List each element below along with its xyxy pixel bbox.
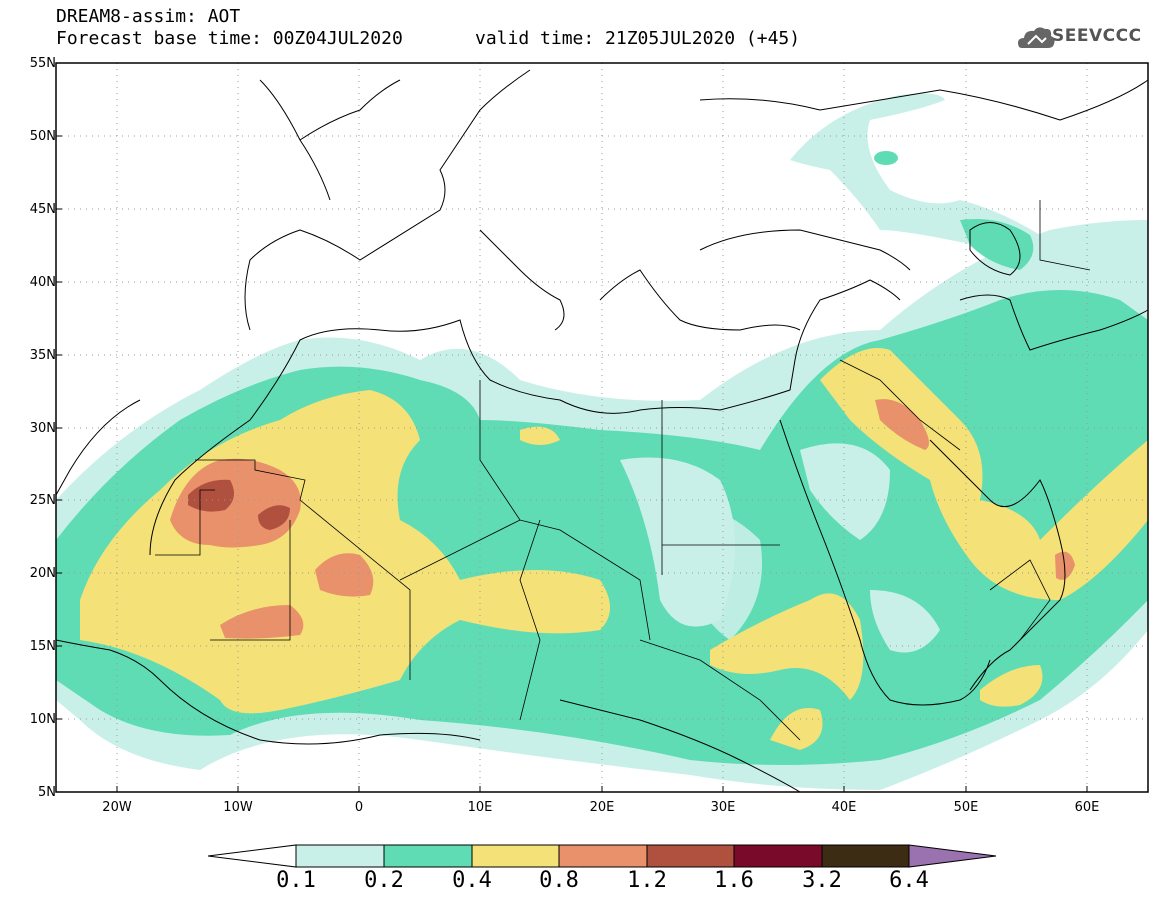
lat-label: 15N <box>29 639 56 654</box>
lon-label: 50E <box>953 800 979 815</box>
lat-label: 45N <box>29 202 56 217</box>
colorbar-label: 1.2 <box>627 868 667 893</box>
aot-band-0.4-east <box>520 426 560 445</box>
lon-label: 0 <box>354 800 364 815</box>
aot-band-0.8-iraq <box>875 399 929 450</box>
lon-label: 20E <box>589 800 615 815</box>
aot-fields <box>56 93 1148 790</box>
lat-label: 30N <box>29 421 56 436</box>
country-borders <box>155 200 1091 741</box>
aot-band-1.2-b <box>258 505 290 530</box>
colorbar-label: 1.6 <box>714 868 754 893</box>
lat-label: 50N <box>29 129 56 144</box>
cloud-logo-icon <box>1018 27 1055 48</box>
axis-ticks <box>56 135 1088 792</box>
colorbar-label: 0.1 <box>276 868 316 893</box>
aot-low-patch-sudan <box>660 500 762 640</box>
aot-band-0.1-north <box>790 93 1060 260</box>
forecast-base-time: Forecast base time: 00Z04JUL2020 <box>56 28 403 49</box>
aot-band-0.4-arabsea <box>980 665 1043 707</box>
lon-label: 10W <box>223 800 253 815</box>
lon-label: 30E <box>710 800 736 815</box>
lon-label: 60E <box>1074 800 1100 815</box>
colorbar-label: 0.4 <box>452 868 492 893</box>
aot-low-patch-arabia-s <box>870 590 940 653</box>
colorbar-label: 0.2 <box>364 868 404 893</box>
aot-band-0.2-caspian <box>960 219 1034 270</box>
lat-label: 25N <box>29 493 56 508</box>
map-title: DREAM8-assim: AOT <box>56 6 241 27</box>
aot-band-0.8-south <box>220 605 304 639</box>
aot-band-0.2-small <box>874 151 898 165</box>
logo-text: SEEVCCC <box>1052 26 1142 46</box>
lat-label: 55N <box>29 56 56 71</box>
colorbar-label: 3.2 <box>802 868 842 893</box>
lon-label: 10E <box>467 800 493 815</box>
valid-time: valid time: 21Z05JUL2020 (+45) <box>475 28 801 49</box>
lon-label: 20W <box>102 800 132 815</box>
colorbar-label: 6.4 <box>889 868 929 893</box>
aot-band-0.4-ethiopia <box>710 593 864 700</box>
aot-band-1.2-a <box>188 479 234 512</box>
lat-label: 20N <box>29 566 56 581</box>
aot-low-patch-arabia <box>800 443 890 540</box>
lat-label: 10N <box>29 712 56 727</box>
colorbar-label: 0.8 <box>539 868 579 893</box>
lat-label: 35N <box>29 348 56 363</box>
coastlines <box>55 69 1149 793</box>
aot-band-0.4-eafrica <box>770 708 823 750</box>
lat-label: 5N <box>38 785 56 800</box>
lon-label: 40E <box>831 800 857 815</box>
lat-label: 40N <box>29 275 56 290</box>
gridlines <box>56 63 1148 792</box>
